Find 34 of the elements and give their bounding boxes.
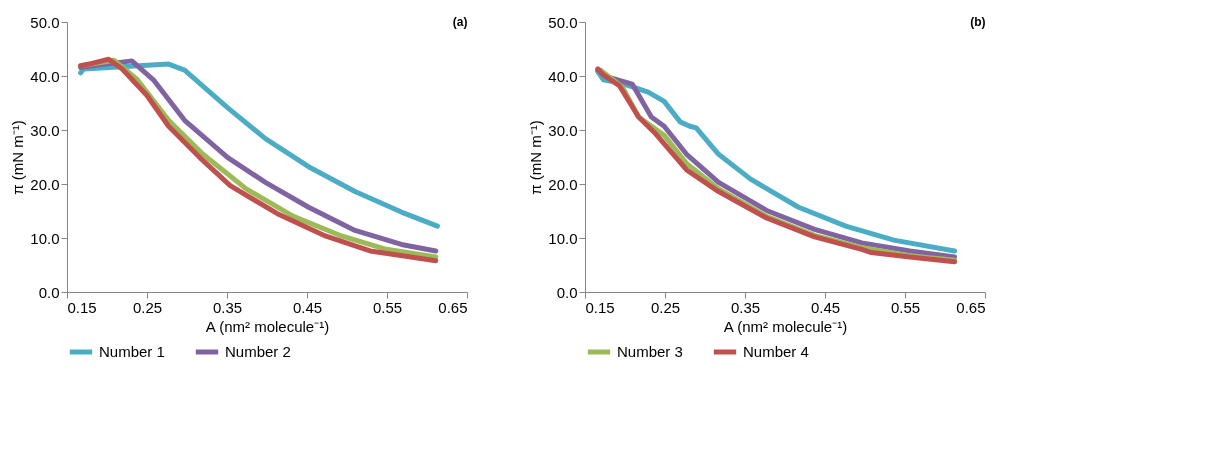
chart-title: (b) bbox=[970, 15, 986, 29]
x-tick-label: 0.55 bbox=[372, 298, 403, 316]
y-axis-title: π (mN m⁻¹) bbox=[527, 120, 545, 195]
x-tick-label: 0.65 bbox=[956, 298, 986, 316]
y-tick-label: 40.0 bbox=[548, 67, 578, 85]
legend-label: Number 4 bbox=[743, 343, 809, 360]
legend-label: Number 2 bbox=[225, 343, 291, 360]
y-tick-label: 50.0 bbox=[30, 13, 60, 31]
y-tick-label: 40.0 bbox=[30, 67, 60, 85]
y-axis-title: π (mN m⁻¹) bbox=[9, 120, 27, 195]
x-tick-label: 0.45 bbox=[292, 298, 323, 316]
legend-label: Number 1 bbox=[99, 343, 165, 360]
legend-label: Number 3 bbox=[617, 343, 683, 360]
y-tick-label: 30.0 bbox=[548, 121, 578, 139]
x-axis-title: A (nm² molecule⁻¹) bbox=[205, 317, 330, 335]
x-tick-label: 0.35 bbox=[212, 298, 243, 316]
y-tick-label: 10.0 bbox=[548, 229, 578, 247]
x-tick-label: 0.15 bbox=[585, 298, 615, 316]
x-tick-label: 0.25 bbox=[132, 298, 163, 316]
x-tick-label: 0.15 bbox=[67, 298, 97, 316]
x-axis-title: A (nm² molecule⁻¹) bbox=[723, 317, 848, 335]
y-tick-label: 0.0 bbox=[556, 283, 578, 301]
y-tick-label: 30.0 bbox=[30, 121, 60, 139]
y-tick-label: 20.0 bbox=[30, 175, 60, 193]
y-tick-label: 20.0 bbox=[548, 175, 578, 193]
chart-title: (a) bbox=[452, 15, 468, 29]
x-tick-label: 0.55 bbox=[890, 298, 921, 316]
x-tick-label: 0.65 bbox=[438, 298, 468, 316]
x-tick-label: 0.35 bbox=[730, 298, 761, 316]
y-tick-label: 50.0 bbox=[548, 13, 578, 31]
y-tick-label: 10.0 bbox=[30, 229, 60, 247]
x-tick-label: 0.45 bbox=[810, 298, 841, 316]
x-tick-label: 0.25 bbox=[650, 298, 681, 316]
y-tick-label: 0.0 bbox=[38, 283, 60, 301]
